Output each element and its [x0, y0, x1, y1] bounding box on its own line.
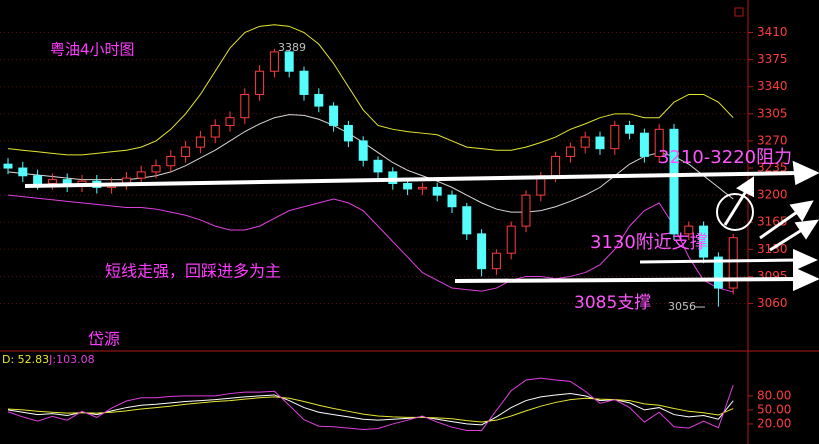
candle-body [314, 93, 324, 107]
candle-body [225, 117, 235, 126]
candle-body [580, 136, 590, 148]
y-tick-label: 3410 [757, 25, 788, 39]
circle-mark [716, 193, 754, 231]
y-tick-label: 50.00 [757, 402, 791, 416]
candle-body [3, 163, 13, 169]
candle-body [269, 51, 279, 72]
candle-body [240, 93, 250, 119]
candle-body [166, 155, 176, 167]
candle-body [654, 128, 664, 157]
arrow-head [792, 160, 819, 186]
candle-body [195, 136, 205, 148]
candle-body [462, 206, 472, 235]
y-tick-label: 3200 [757, 188, 788, 202]
candle-body [255, 70, 265, 95]
candle-body [699, 225, 709, 258]
candle-body [684, 225, 694, 235]
candle-body [284, 51, 294, 72]
candle-body [610, 124, 620, 150]
y-tick-label: 20.00 [757, 416, 791, 430]
arrow [24, 171, 799, 188]
candle-body [625, 124, 635, 134]
candle-body [491, 252, 501, 270]
arrows [24, 160, 819, 308]
candle-body [565, 146, 575, 157]
indicator-label: D: 52.83 [2, 353, 49, 366]
y-tick-label: 3305 [757, 106, 788, 120]
candle-body [358, 140, 368, 161]
candle-body [373, 159, 383, 173]
arrow-head [789, 200, 814, 222]
candle-body [669, 128, 679, 235]
y-tick-label: 3060 [757, 296, 788, 310]
candle-body [432, 186, 442, 196]
candle-body [299, 70, 309, 95]
candle-body [388, 171, 398, 185]
annotation: 3056 [668, 300, 696, 313]
annotation: 短线走强，回踩进多为主 [105, 262, 281, 281]
annotation: 3389 [278, 41, 306, 54]
annotation: 3085支撑 [574, 293, 651, 313]
candle-body [713, 256, 723, 289]
indicator-line [7, 377, 734, 431]
candle-body [33, 175, 43, 185]
annotation: 岱源 [88, 330, 120, 349]
indicator-label: J:103.08 [48, 353, 94, 366]
y-tick-label: 3340 [757, 79, 788, 93]
arrow-head [793, 266, 819, 292]
candle-body [447, 194, 457, 208]
arrow [723, 187, 750, 226]
candle-body [343, 124, 353, 142]
candle-body [329, 105, 339, 126]
y-tick-label: 80.00 [757, 388, 791, 402]
arrow-head [736, 176, 754, 198]
candle-body [136, 171, 146, 179]
candle-body [506, 225, 516, 254]
candle-body [477, 233, 487, 270]
candle-body [728, 237, 738, 289]
candle-body [639, 132, 649, 157]
candle-body [47, 179, 57, 185]
corner-box [734, 7, 744, 17]
arrow [639, 258, 799, 264]
y-tick-label: 3375 [757, 52, 788, 66]
candle-body [551, 155, 561, 177]
candle-body [18, 167, 28, 177]
band-line [7, 194, 734, 293]
candle-body [210, 124, 220, 138]
candle-body [521, 194, 531, 227]
candle-body [181, 146, 191, 157]
annotation: 3130附近支撑 [590, 232, 708, 253]
candle-body [595, 136, 605, 150]
indicator-line [7, 396, 734, 423]
arrow-head [794, 219, 819, 240]
candle-body [151, 165, 161, 173]
y-tick-label: 3270 [757, 133, 788, 147]
y-tick-label: 3235 [757, 161, 788, 175]
band-line [7, 24, 734, 156]
candle-body [403, 183, 413, 190]
annotation: 粤油4小时图 [50, 41, 135, 59]
arrow-head [793, 248, 818, 272]
annotation: 3210-3220阻力 [658, 147, 792, 168]
arrow [759, 208, 801, 240]
arrow [769, 226, 806, 252]
arrow [454, 277, 799, 283]
candle-body [417, 186, 427, 190]
